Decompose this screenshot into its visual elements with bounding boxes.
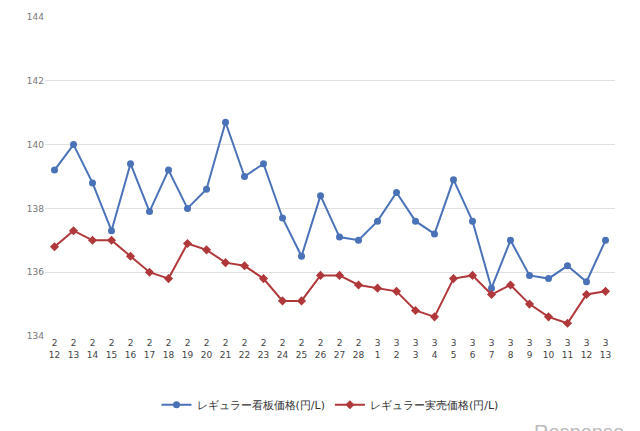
svg-text:134: 134 <box>27 331 44 341</box>
svg-text:38: 38 <box>508 338 514 360</box>
svg-text:227: 227 <box>334 338 345 360</box>
svg-text:224: 224 <box>277 338 289 360</box>
svg-text:212: 212 <box>49 338 60 360</box>
svg-text:310: 310 <box>543 338 555 360</box>
svg-text:144: 144 <box>27 12 44 22</box>
svg-text:138: 138 <box>27 204 44 214</box>
svg-text:225: 225 <box>296 338 307 360</box>
svg-text:Response.: Response. <box>534 421 630 431</box>
svg-text:214: 214 <box>87 338 99 360</box>
svg-text:213: 213 <box>68 338 79 360</box>
svg-text:312: 312 <box>581 338 592 360</box>
svg-text:32: 32 <box>394 338 400 360</box>
svg-text:220: 220 <box>201 338 213 360</box>
svg-text:226: 226 <box>315 338 327 360</box>
svg-text:31: 31 <box>375 338 381 360</box>
svg-text:39: 39 <box>527 338 533 360</box>
svg-text:311: 311 <box>562 338 573 360</box>
svg-text:142: 142 <box>27 76 44 86</box>
svg-text:216: 216 <box>125 338 137 360</box>
svg-text:228: 228 <box>353 338 365 360</box>
svg-text:218: 218 <box>163 338 175 360</box>
svg-text:313: 313 <box>600 338 611 360</box>
svg-text:34: 34 <box>432 338 438 360</box>
svg-text:223: 223 <box>258 338 269 360</box>
svg-text:222: 222 <box>239 338 250 360</box>
svg-text:140: 140 <box>27 140 44 150</box>
svg-text:215: 215 <box>106 338 117 360</box>
svg-text:219: 219 <box>182 338 194 360</box>
svg-text:35: 35 <box>451 338 457 360</box>
svg-text:217: 217 <box>144 338 155 360</box>
svg-text:33: 33 <box>413 338 419 360</box>
svg-text:レギュラー看板価格(円/L): レギュラー看板価格(円/L) <box>197 399 325 412</box>
svg-text:136: 136 <box>27 267 44 277</box>
svg-text:37: 37 <box>489 338 495 360</box>
svg-text:36: 36 <box>470 338 476 360</box>
svg-text:221: 221 <box>220 338 231 360</box>
svg-text:レギュラー実売価格(円/L): レギュラー実売価格(円/L) <box>370 399 498 412</box>
